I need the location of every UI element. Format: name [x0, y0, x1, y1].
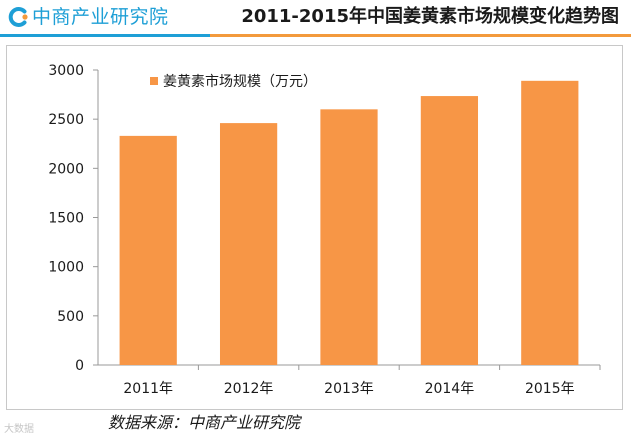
x-tick-label: 2014年	[425, 381, 475, 397]
bar	[119, 135, 177, 365]
bar	[521, 80, 579, 366]
y-tick-label: 1000	[48, 260, 84, 276]
header-divider-blue	[0, 34, 210, 37]
x-tick-label: 2011年	[123, 381, 173, 397]
bar	[320, 109, 378, 365]
header-divider-orange	[210, 34, 631, 37]
legend-label: 姜黄素市场规模（万元）	[163, 73, 317, 90]
legend-swatch	[150, 77, 158, 85]
x-tick-label: 2015年	[525, 381, 575, 397]
y-tick-label: 3000	[48, 63, 84, 79]
x-tick-label: 2013年	[324, 381, 374, 397]
data-source-note: 数据来源：中商产业研究院	[108, 413, 301, 432]
y-tick-label: 0	[75, 358, 84, 374]
bar	[219, 123, 278, 365]
bar	[420, 96, 479, 365]
y-tick-label: 2500	[48, 112, 84, 128]
x-tick-label: 2012年	[224, 381, 274, 397]
y-tick-label: 2000	[48, 161, 84, 177]
plot-frame	[6, 45, 623, 410]
brand-logo-icon	[8, 7, 28, 27]
y-tick-label: 1500	[48, 211, 84, 227]
chart-title: 2011-2015年中国姜黄素市场规模变化趋势图	[241, 6, 619, 27]
org-name: 中商产业研究院	[32, 6, 169, 28]
y-tick-label: 500	[57, 309, 84, 325]
header: 中商产业研究院 2011-2015年中国姜黄素市场规模变化趋势图	[0, 0, 631, 37]
watermark: 大数据	[4, 424, 34, 435]
